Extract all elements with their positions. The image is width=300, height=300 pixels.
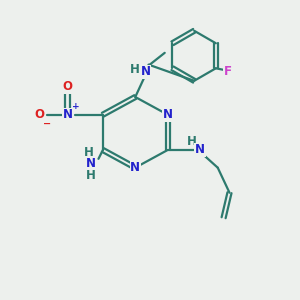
- Text: H: H: [187, 135, 197, 148]
- Text: H: H: [130, 63, 139, 76]
- Text: O: O: [63, 80, 73, 93]
- Text: N: N: [86, 157, 96, 170]
- Text: N: N: [195, 143, 205, 157]
- Text: N: N: [163, 108, 173, 121]
- Text: +: +: [72, 102, 80, 111]
- Text: N: N: [63, 108, 73, 121]
- Text: O: O: [34, 108, 45, 121]
- Text: N: N: [130, 161, 140, 174]
- Text: F: F: [224, 65, 232, 78]
- Text: H: H: [86, 169, 96, 182]
- Text: H: H: [84, 146, 94, 159]
- Text: N: N: [141, 65, 151, 79]
- Text: −: −: [43, 118, 51, 128]
